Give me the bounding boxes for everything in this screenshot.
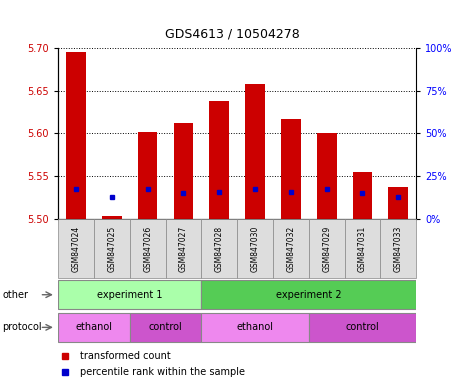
FancyBboxPatch shape [58, 219, 94, 278]
Text: GSM847025: GSM847025 [107, 225, 116, 272]
Bar [138, 132, 158, 219]
FancyBboxPatch shape [58, 280, 201, 310]
Text: GSM847026: GSM847026 [143, 225, 152, 272]
Text: GDS4613 / 10504278: GDS4613 / 10504278 [165, 27, 300, 40]
FancyBboxPatch shape [273, 219, 309, 278]
Text: ethanol: ethanol [237, 322, 273, 333]
Text: control: control [149, 322, 182, 333]
Bar [173, 123, 193, 219]
Text: GSM847028: GSM847028 [215, 225, 224, 272]
FancyBboxPatch shape [130, 219, 166, 278]
Bar [352, 172, 372, 219]
Text: other: other [2, 290, 28, 300]
Bar [66, 52, 86, 219]
Text: control: control [345, 322, 379, 333]
Bar [102, 216, 122, 219]
Bar [209, 101, 229, 219]
FancyBboxPatch shape [345, 219, 380, 278]
Text: GSM847027: GSM847027 [179, 225, 188, 272]
Text: GSM847032: GSM847032 [286, 225, 295, 272]
FancyBboxPatch shape [237, 219, 273, 278]
FancyBboxPatch shape [130, 313, 201, 342]
Text: ethanol: ethanol [75, 322, 113, 333]
Bar [388, 187, 408, 219]
FancyBboxPatch shape [201, 280, 416, 310]
Text: protocol: protocol [2, 322, 42, 333]
FancyBboxPatch shape [380, 219, 416, 278]
Text: percentile rank within the sample: percentile rank within the sample [80, 367, 245, 377]
FancyBboxPatch shape [309, 219, 345, 278]
FancyBboxPatch shape [166, 219, 201, 278]
FancyBboxPatch shape [201, 313, 309, 342]
FancyBboxPatch shape [201, 219, 237, 278]
Text: GSM847024: GSM847024 [72, 225, 80, 272]
FancyBboxPatch shape [309, 313, 416, 342]
Bar [317, 134, 337, 219]
Text: experiment 1: experiment 1 [97, 290, 162, 300]
Text: GSM847029: GSM847029 [322, 225, 331, 272]
Text: transformed count: transformed count [80, 351, 170, 361]
Text: GSM847030: GSM847030 [251, 225, 259, 272]
Bar [281, 119, 301, 219]
Bar [245, 84, 265, 219]
Text: experiment 2: experiment 2 [276, 290, 342, 300]
Text: GSM847031: GSM847031 [358, 225, 367, 272]
FancyBboxPatch shape [58, 313, 130, 342]
FancyBboxPatch shape [94, 219, 130, 278]
Text: GSM847033: GSM847033 [394, 225, 403, 272]
